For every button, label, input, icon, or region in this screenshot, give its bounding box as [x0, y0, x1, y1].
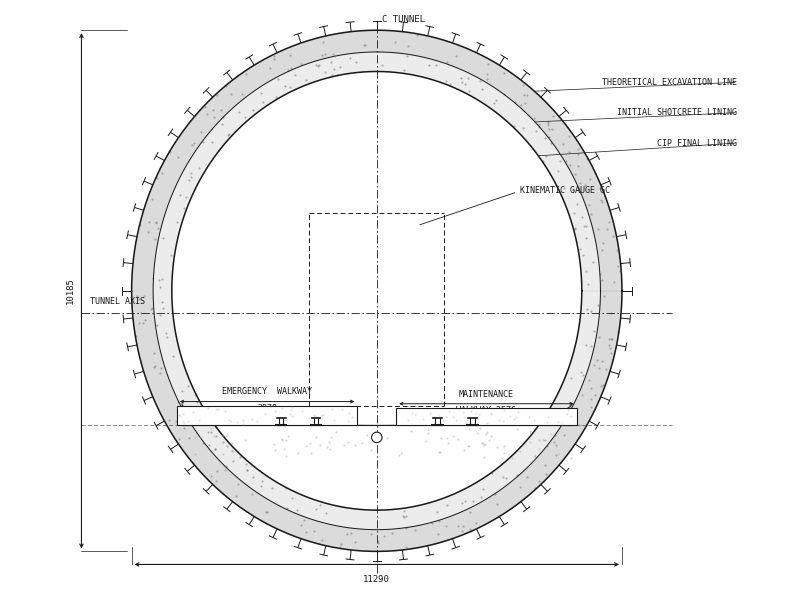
Text: KINEMATIC GAUGE GC: KINEMATIC GAUGE GC [420, 186, 611, 225]
Bar [177, 406, 357, 425]
Circle shape [371, 432, 382, 443]
Text: C TUNNEL: C TUNNEL [382, 15, 425, 24]
Text: INITIAL SHOTCRETE LINING: INITIAL SHOTCRETE LINING [617, 108, 737, 117]
Text: WALKWAY 2576: WALKWAY 2576 [457, 406, 516, 415]
Text: MAINTENANCE: MAINTENANCE [459, 389, 514, 398]
Bar [396, 408, 576, 425]
Text: 10185: 10185 [66, 277, 75, 304]
Text: CIP FINAL LINING: CIP FINAL LINING [658, 138, 737, 147]
Text: TUNNEL AXIS: TUNNEL AXIS [90, 297, 145, 306]
Text: 11290: 11290 [363, 575, 391, 584]
Polygon shape [132, 30, 622, 552]
Text: 2878: 2878 [257, 404, 277, 413]
Text: THEORETICAL EXCAVATION LINE: THEORETICAL EXCAVATION LINE [603, 78, 737, 87]
Text: EMERGENCY  WALKWAY: EMERGENCY WALKWAY [222, 388, 312, 397]
Polygon shape [153, 52, 600, 530]
